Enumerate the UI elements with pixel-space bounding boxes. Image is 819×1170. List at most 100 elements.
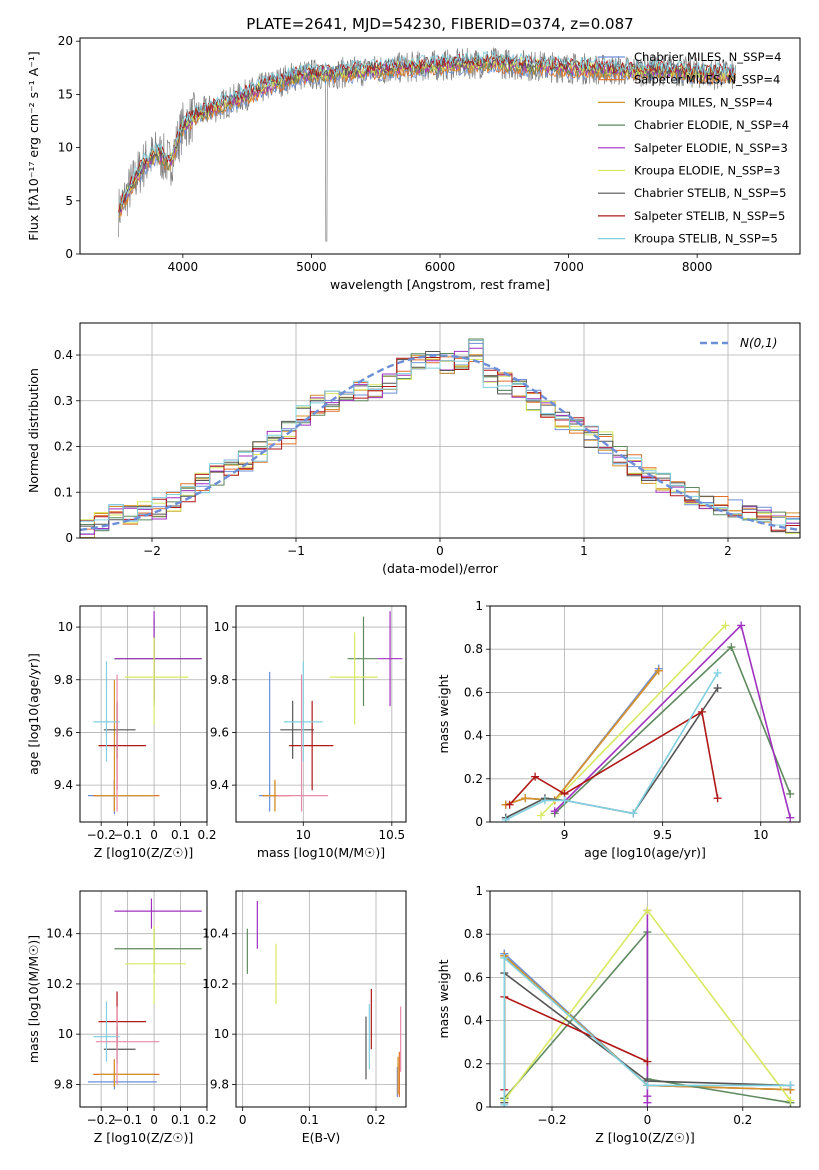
tick-label-x: 0.2 (366, 1113, 385, 1127)
gaussian-curve (80, 354, 800, 532)
weight-series-line (503, 995, 648, 1090)
weight-point (737, 621, 746, 630)
weight-point (713, 668, 722, 677)
tick-label-x: 0.1 (171, 828, 190, 842)
weight-point (643, 1057, 652, 1066)
weight-point (713, 684, 722, 693)
tick-label-y: 0 (65, 531, 73, 545)
tick-label-x: 0.1 (171, 1113, 190, 1127)
tick-label-y: 15 (58, 87, 73, 101)
tick-label-x: 0 (150, 1113, 158, 1127)
legend-entry: Kroupa ELODIE, N_SSP=3 (634, 164, 780, 178)
weight-point (786, 1081, 795, 1090)
weight-point (643, 906, 652, 915)
weight-series-line (505, 687, 719, 819)
spectrum-model-line (118, 57, 737, 212)
figure-title: PLATE=2641, MJD=54230, FIBERID=0374, z=0… (246, 15, 633, 33)
weight-point (721, 621, 730, 630)
tick-label-x: 1 (580, 544, 588, 558)
tick-label-y: 0.8 (464, 927, 483, 941)
tick-label-y: 0 (475, 1100, 483, 1114)
tick-label-x: 2 (724, 544, 732, 558)
weight-point (537, 811, 546, 820)
weight-point (786, 789, 795, 798)
tick-label-y: 10 (214, 1027, 229, 1041)
ylabel-age_vs_Z: age [log10(age/yr)] (26, 653, 41, 775)
tick-label-x: 0 (239, 1113, 247, 1127)
weight-series-line (505, 670, 660, 806)
tick-label-y: 9.8 (210, 1077, 229, 1091)
weight-point (697, 707, 706, 716)
tick-label-x: 4000 (168, 260, 199, 274)
tick-label-y: 0.1 (54, 485, 73, 499)
plot-area-age_vs_mass (259, 611, 403, 812)
weight-series-line (503, 956, 791, 1105)
tick-label-x: −0.2 (87, 828, 116, 842)
spectrum-legend: Chabrier MILES, N_SSP=4 Salpeter MILES, N… (598, 50, 789, 246)
tick-label-y: 10.2 (46, 977, 73, 991)
spectrum-model-line (118, 52, 736, 213)
tick-label-y: 0 (65, 247, 73, 261)
tick-label-x: −0.1 (113, 828, 142, 842)
tick-label-y: 0.4 (464, 1014, 483, 1028)
panel-residuals: −2 −1 0 1 2 0 0.1 0.2 0.3 0.4 (data-model)/error No… (26, 322, 801, 576)
tick-label-x: 10 (296, 828, 311, 842)
xlabel-residuals: (data-model)/error (382, 561, 499, 576)
spectrum-model-line (118, 59, 737, 218)
tick-label-x: 0.2 (733, 1113, 752, 1127)
tick-label-x: 0 (436, 544, 444, 558)
panel-mass_vs_Z: −0.2−0.1 0 0.1 0.2 9.8 10 10.2 10.4 Z [log10(Z/Z… (26, 890, 217, 1145)
ylabel-residuals: Normed distribution (26, 368, 41, 493)
weight-point (629, 809, 638, 818)
ylabel-weight_vs_Z: mass weight (436, 959, 451, 1038)
weight-point (521, 794, 530, 803)
tick-label-x: 9.5 (653, 828, 672, 842)
tick-label-x: 5000 (296, 260, 327, 274)
tick-label-y: 9.4 (210, 778, 229, 792)
weight-series-line (540, 624, 726, 817)
tick-label-y: 10.4 (202, 927, 229, 941)
panel-weight_vs_Z: −0.2 0 0.2 0 0.2 0.4 0.6 0.8 1 Z [log10(Z/Z☉)] mas… (436, 884, 801, 1145)
histogram-step (80, 340, 800, 531)
panel-spectrum: 4000 5000 6000 7000 8000 0 5 10 15 20 wavelength [… (26, 34, 801, 292)
plot-area-weight_vs_age (501, 621, 795, 822)
tick-label-y: 9.8 (54, 1077, 73, 1091)
tick-label-y: 0.6 (464, 685, 483, 699)
weight-point (643, 1092, 652, 1101)
xlabel-mass_vs_ebv: E(B-V) (302, 1130, 341, 1145)
weight-series-line (554, 623, 791, 818)
plot-area-age_vs_Z (87, 611, 202, 815)
tick-label-x: 0 (644, 1113, 652, 1127)
tick-label-y: 0.4 (464, 729, 483, 743)
tick-label-y: 0.2 (464, 772, 483, 786)
frame-mass_vs_ebv (235, 890, 407, 1108)
frame-mass_vs_Z (79, 890, 208, 1108)
tick-label-y: 10 (214, 620, 229, 634)
xlabel-age_vs_Z: Z [log10(Z/Z☉)] (94, 845, 194, 860)
panel-age_vs_Z: −0.2−0.1 0 0.1 0.2 9.4 9.6 9.8 10 Z [log10(Z/Z☉)… (26, 605, 217, 860)
tick-label-x: 0.1 (300, 1113, 319, 1127)
panel-weight_vs_age: 9 9.5 10 0 0.2 0.4 0.6 0.8 1 age [log10(age/yr)] m… (436, 599, 801, 860)
weight-point (786, 813, 795, 822)
tick-label-y: 10.2 (202, 977, 229, 991)
weight-point (500, 1100, 509, 1107)
weight-point (786, 1096, 795, 1105)
ylabel-spectrum: Flux [fλ10⁻¹⁷ erg cm⁻² s⁻¹ A⁻¹] (26, 51, 41, 240)
plot-area-mass_vs_ebv (246, 901, 402, 1097)
tick-label-y: 0.2 (464, 1057, 483, 1071)
tick-label-y: 9.4 (54, 778, 73, 792)
tick-label-y: 10 (58, 1027, 73, 1041)
tick-label-x: −0.1 (113, 1113, 142, 1127)
tick-label-y: 0.6 (464, 970, 483, 984)
frame-age_vs_Z (79, 605, 208, 823)
tick-label-x: −0.2 (537, 1113, 566, 1127)
weight-point (727, 643, 736, 652)
xlabel-spectrum: wavelength [Angstrom, rest frame] (330, 277, 550, 292)
tick-label-y: 9.8 (210, 673, 229, 687)
weight-point (505, 800, 514, 809)
ylabel-weight_vs_age: mass weight (436, 674, 451, 753)
tick-label-x: 7000 (553, 260, 584, 274)
tick-label-y: 9.8 (54, 673, 73, 687)
tick-label-x: 10.5 (378, 828, 405, 842)
